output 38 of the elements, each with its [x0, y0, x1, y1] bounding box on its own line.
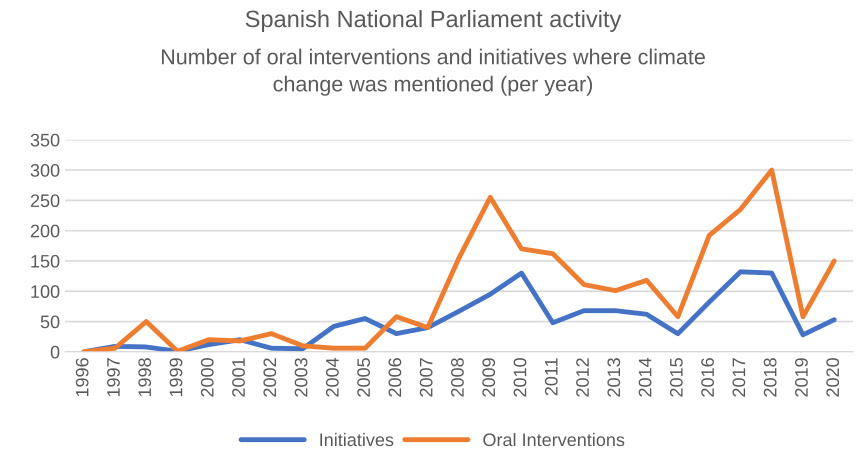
x-tick-label: 2015 [670, 358, 683, 397]
x-tick-label: 1999 [170, 358, 182, 396]
x-tick-label: 1997 [107, 358, 120, 396]
y-tick-label: 300 [30, 164, 60, 177]
legend-label: Oral Interventions [483, 432, 624, 446]
y-tick-label: 0 [50, 346, 60, 359]
chart-title: Spanish National Parliament activity [246, 10, 622, 32]
x-tick-label: 2000 [200, 358, 214, 397]
x-tick-label: 2003 [294, 358, 308, 397]
x-tick-label: 2020 [826, 358, 840, 397]
x-tick-label: 2012 [576, 358, 589, 397]
x-tick-label: 2006 [388, 358, 402, 397]
y-tick-label: 250 [30, 194, 60, 208]
x-tick-label: 1996 [76, 358, 89, 396]
x-tick-label: 2016 [701, 358, 714, 397]
x-tick-label: 2002 [263, 358, 276, 397]
x-tick-label: 2019 [795, 358, 808, 397]
line-series [81, 168, 837, 352]
y-tick-label: 350 [30, 134, 60, 147]
x-tick-label: 2008 [451, 358, 464, 397]
x-tick-label: 2010 [514, 358, 526, 397]
x-tick-label: 2007 [420, 358, 433, 397]
x-tick-label: 2017 [732, 358, 746, 397]
x-tick-label: 2005 [357, 358, 370, 397]
x-tick-label: 2004 [326, 358, 339, 397]
x-tick-label: 2014 [638, 358, 652, 397]
y-tick-label: 50 [40, 315, 60, 328]
y-tick-label: 100 [31, 285, 60, 298]
x-tick-label: 1998 [138, 358, 152, 396]
x-tick-label: 2013 [607, 358, 620, 397]
y-tick-label: 150 [31, 254, 60, 268]
x-tick-label: 2009 [482, 358, 496, 397]
x-tick-label: 2001 [232, 358, 245, 397]
x-tick-label: 2011 [544, 358, 558, 396]
y-tick-label: 200 [30, 224, 60, 238]
legend-label: Initiatives [320, 432, 394, 446]
x-tick-label: 2018 [764, 358, 777, 397]
chart-subtitle: Number of oral interventions and initiatives where climate change was mentioned (per year) [162, 48, 705, 96]
